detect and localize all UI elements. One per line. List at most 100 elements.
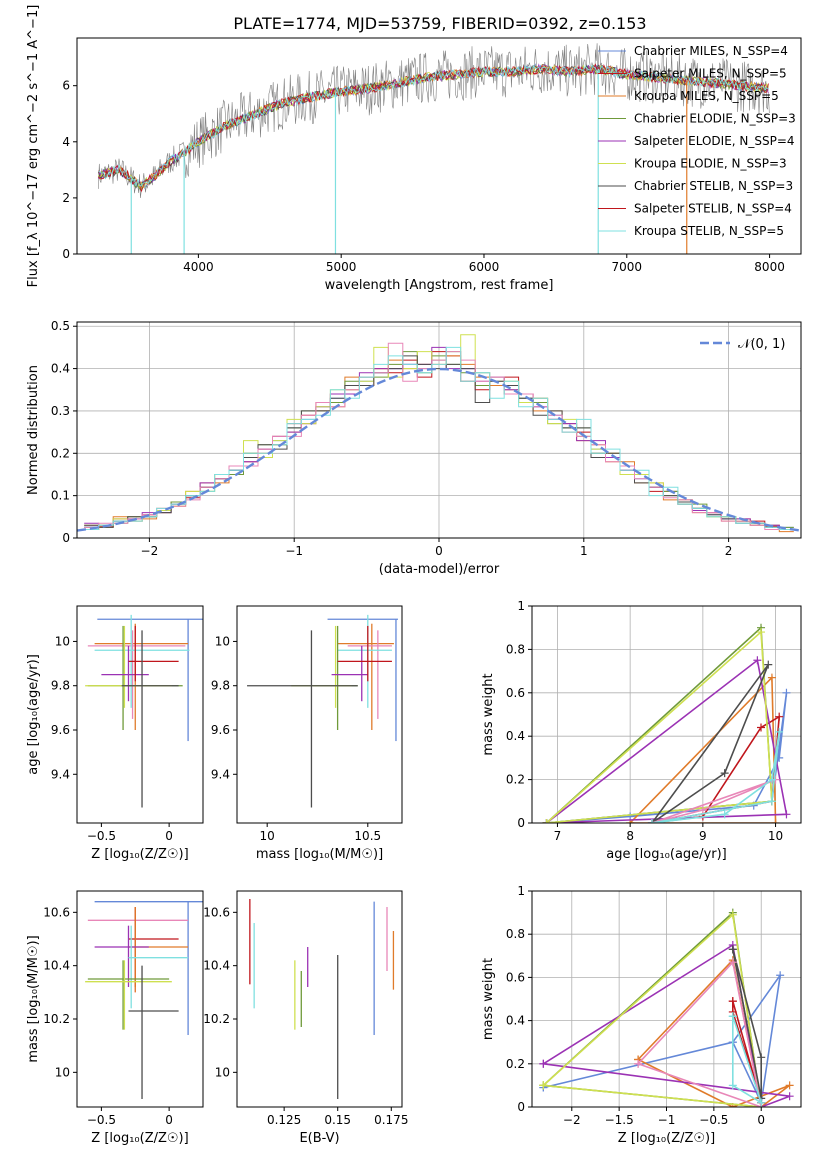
- x-tick-label: −0.5: [87, 1113, 116, 1127]
- observed-spectrum: [98, 43, 770, 199]
- weight-vs-age-panel: 7 8 9 10 0 0.2 0.4 0.6 0.8 1 age [log₁₀(age/yr)] ma…: [481, 599, 802, 862]
- x-tick-label: 8000: [754, 260, 785, 274]
- legend-label: 𝒩(0, 1): [738, 337, 785, 352]
- weight-line: [543, 974, 781, 1106]
- y-tick-label: 0.2: [51, 446, 70, 460]
- weight-marker: [757, 628, 766, 637]
- y-tick-label: 0.6: [506, 686, 525, 700]
- y-tick-label: 0: [62, 247, 70, 261]
- weight-marker: [782, 810, 791, 819]
- weight-marker: [698, 805, 707, 814]
- weight-line: [637, 960, 763, 1107]
- y-axis-label: age [log₁₀(age/yr)]: [26, 654, 41, 775]
- y-tick-label: 9.4: [211, 767, 230, 781]
- x-tick-label: −1: [658, 1113, 676, 1127]
- weight-marker: [728, 1012, 737, 1021]
- y-tick-label: 0.8: [506, 927, 525, 941]
- weight-marker: [785, 1092, 794, 1101]
- x-tick-label: 7000: [612, 260, 643, 274]
- y-tick-label: 0.6: [506, 970, 525, 984]
- x-tick-label: 2: [725, 544, 733, 558]
- x-axis-label: age [log₁₀(age/yr)]: [606, 847, 727, 862]
- weight-marker: [757, 1053, 766, 1062]
- x-tick-label: 0: [165, 1113, 173, 1127]
- age-vs-mass-panel: 10 10.5 9.4 9.6 9.8 10 mass [log₁₀(M/M☉)]: [211, 605, 403, 862]
- x-tick-label: 8: [626, 829, 634, 843]
- x-tick-label: 10: [260, 829, 275, 843]
- y-tick-label: 0: [62, 531, 70, 545]
- weight-line: [542, 913, 763, 1107]
- x-tick-label: 0.175: [374, 1113, 408, 1127]
- legend-label: Kroupa MILES, N_SSP=5: [634, 89, 779, 103]
- x-tick-label: −0.5: [87, 829, 116, 843]
- legend-label: Kroupa STELIB, N_SSP=5: [634, 224, 784, 238]
- weight-marker: [728, 997, 737, 1006]
- weight-line: [731, 1016, 763, 1105]
- y-axis-label: mass weight: [481, 958, 496, 1040]
- spectrum-panel: 4000 5000 6000 7000 8000 0 2 4 6 wavelength [Angs…: [26, 5, 802, 293]
- x-axis-label: E(B-V): [299, 1131, 339, 1146]
- y-tick-label: 1: [517, 884, 525, 898]
- y-tick-label: 9.8: [51, 679, 70, 693]
- mass-vs-EBV-panel: 0.125 0.15 0.175 10 10.2 10.4 10.6 E(B-V): [203, 890, 408, 1146]
- weight-marker: [767, 673, 776, 682]
- x-axis-label: Z [log₁₀(Z/Z☉)]: [91, 847, 188, 862]
- y-axis-label: mass weight: [481, 673, 496, 755]
- x-tick-label: 5000: [326, 260, 357, 274]
- x-tick-label: 0.125: [267, 1113, 301, 1127]
- y-tick-label: 10.6: [43, 905, 70, 919]
- y-tick-label: 0.4: [506, 729, 525, 743]
- y-tick-label: 10: [215, 1065, 230, 1079]
- x-tick-label: 4000: [183, 260, 214, 274]
- x-tick-label: −1: [285, 544, 303, 558]
- weight-marker: [753, 656, 762, 665]
- x-tick-label: 10.5: [354, 829, 381, 843]
- plot-area: [85, 614, 203, 808]
- axes-frame: [236, 605, 403, 824]
- y-tick-label: 10.2: [203, 1012, 230, 1026]
- y-tick-label: 10.4: [203, 959, 230, 973]
- y-tick-label: 10.6: [203, 905, 230, 919]
- weight-marker: [767, 797, 776, 806]
- y-tick-label: 10.4: [43, 959, 70, 973]
- x-tick-label: 7: [554, 829, 562, 843]
- plot-area: [542, 623, 791, 823]
- x-tick-label: 0: [435, 544, 443, 558]
- weight-marker: [539, 1059, 548, 1068]
- legend-label: Salpeter MILES, N_SSP=5: [634, 67, 787, 81]
- plot-area: [247, 614, 398, 808]
- weight-marker: [634, 1059, 643, 1068]
- y-tick-label: 0.2: [506, 773, 525, 787]
- x-tick-label: 0: [165, 829, 173, 843]
- weight-line: [732, 949, 763, 1099]
- x-axis-label: Z [log₁₀(Z/Z☉)]: [618, 1131, 715, 1146]
- y-tick-label: 0.1: [51, 489, 70, 503]
- y-tick-label: 0.5: [51, 319, 70, 333]
- weight-line: [651, 778, 776, 823]
- weight-line: [542, 943, 790, 1107]
- axes-frame: [236, 890, 403, 1108]
- y-tick-label: 9.4: [51, 767, 70, 781]
- y-tick-label: 10: [55, 634, 70, 648]
- y-tick-label: 9.8: [211, 679, 230, 693]
- plot-area: [77, 334, 801, 533]
- y-axis-label: Flux [f_λ 10^−17 erg cm^−2 s^−1 A^−1]: [26, 5, 41, 288]
- plot-area: [539, 908, 794, 1107]
- y-tick-label: 0: [517, 816, 525, 830]
- gaussian-curve: [77, 367, 801, 532]
- weight-line: [637, 958, 791, 1107]
- x-tick-label: −2: [141, 544, 159, 558]
- weight-marker: [776, 971, 785, 980]
- y-tick-label: 0.2: [506, 1057, 525, 1071]
- legend-label: Chabrier STELIB, N_SSP=3: [634, 179, 793, 193]
- weight-vs-Z-panel: −2 −1.5 −1 −0.5 0 0 0.2 0.4 0.6 0.8 1 Z [log₁₀(Z/Z☉…: [481, 884, 802, 1146]
- weight-marker: [757, 723, 766, 732]
- mass-vs-Z-panel: −0.5 0 10 10.2 10.4 10.6 Z [log₁₀(Z/Z☉)] mass […: [26, 890, 204, 1146]
- weight-marker: [764, 660, 773, 669]
- y-tick-label: 10.2: [43, 1012, 70, 1026]
- y-tick-label: 6: [62, 79, 70, 93]
- y-axis-label: Normed distribution: [26, 365, 41, 495]
- weight-marker: [757, 1098, 766, 1107]
